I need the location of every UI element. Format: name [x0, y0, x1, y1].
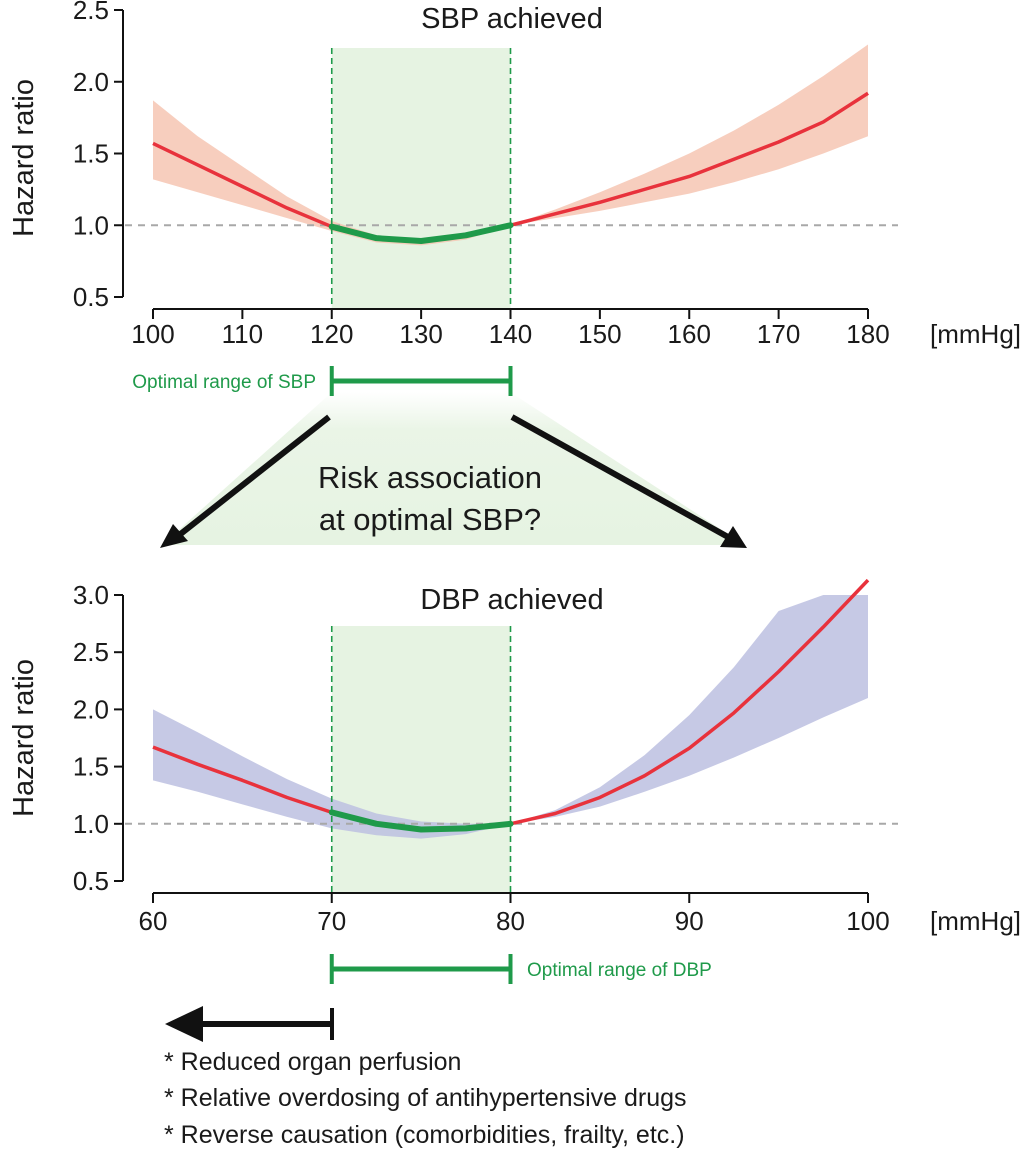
y-tick-label: 1.5 — [73, 139, 109, 169]
y-tick-label: 1.0 — [73, 809, 109, 839]
note-1: * Reduced organ perfusion — [164, 1048, 461, 1076]
x-tick-label: 100 — [131, 319, 174, 349]
x-tick-label: 110 — [222, 319, 263, 349]
x-axis-unit: [mmHg] — [930, 906, 1021, 936]
note-3: * Reverse causation (comorbidities, frai… — [164, 1121, 685, 1149]
optimal-range-label: Optimal range of DBP — [527, 960, 712, 981]
chart-title: DBP achieved — [420, 584, 603, 616]
note-2: * Relative overdosing of antihypertensiv… — [164, 1084, 687, 1112]
right-funnel-arrowhead — [720, 526, 747, 548]
confidence-band — [153, 44, 868, 246]
optimal-curve-segment — [328, 222, 514, 245]
y-tick-label: 0.5 — [73, 866, 109, 896]
x-tick-label: 140 — [489, 319, 532, 349]
x-tick-label: 80 — [496, 906, 525, 936]
question-line-1: Risk association — [318, 460, 542, 495]
y-axis-label: Hazard ratio — [8, 659, 40, 817]
funnel-arrows — [160, 414, 747, 548]
x-tick-label: 60 — [139, 906, 168, 936]
sbp-panel: 0.5 1.0 1.5 2.0 2.5 Hazard ratio 100 110 120 130 1… — [8, 0, 1021, 396]
y-tick-label: 0.5 — [73, 282, 109, 312]
x-tick-label: 90 — [675, 906, 704, 936]
x-tick-label: 150 — [578, 319, 621, 349]
dbp-panel: 0.5 1.0 1.5 2.0 2.5 3.0 Hazard ratio 60 70 80 90 10… — [8, 578, 1021, 984]
x-tick-label: 130 — [399, 319, 442, 349]
y-tick-label: 2.0 — [73, 694, 109, 724]
optimal-range-label: Optimal range of SBP — [132, 372, 316, 393]
y-tick-label: 3.0 — [73, 580, 109, 610]
left-funnel-arrow — [176, 414, 331, 539]
y-tick-label: 2.5 — [73, 637, 109, 667]
x-tick-label: 100 — [846, 906, 889, 936]
x-tick-label: 170 — [757, 319, 800, 349]
x-tick-label: 120 — [310, 319, 353, 349]
right-funnel-arrow — [510, 414, 730, 540]
y-axis-label: Hazard ratio — [8, 79, 40, 237]
x-tick-label: 180 — [846, 319, 889, 349]
low-dbp-arrowhead — [165, 1006, 203, 1042]
chart-title: SBP achieved — [421, 3, 603, 35]
optimal-curve-segment — [328, 809, 514, 833]
x-tick-label: 70 — [317, 906, 346, 936]
y-tick-label: 2.5 — [73, 0, 109, 25]
x-axis-unit: [mmHg] — [930, 319, 1021, 349]
optimal-range-shade — [331, 626, 511, 893]
confidence-band — [153, 595, 868, 839]
low-dbp-arrow — [165, 1006, 334, 1042]
optimal-range-shade — [331, 48, 511, 309]
left-funnel-arrowhead — [160, 524, 188, 548]
y-tick-label: 2.0 — [73, 67, 109, 97]
y-tick-label: 1.0 — [73, 210, 109, 240]
y-tick-label: 1.5 — [73, 752, 109, 782]
question-line-2: at optimal SBP? — [319, 502, 541, 537]
x-tick-label: 160 — [668, 319, 711, 349]
